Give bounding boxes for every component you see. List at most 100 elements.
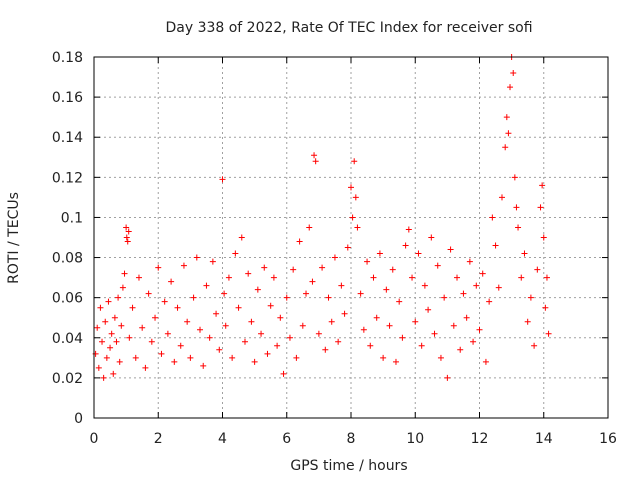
data-point [434,262,441,269]
data-point [539,182,546,189]
x-tick-label: 2 [154,431,163,447]
x-tick-label: 14 [535,431,553,447]
data-point [97,304,104,311]
y-tick-label: 0.04 [52,331,83,347]
data-point [470,338,477,345]
data-point [352,194,359,201]
data-point [216,346,223,353]
data-point [351,158,358,165]
data-point [524,318,531,325]
data-point [409,274,416,281]
data-point [309,278,316,285]
data-point [148,338,155,345]
data-point [396,298,403,305]
data-point [206,334,213,341]
data-point [187,354,194,361]
data-point [306,224,313,231]
data-point [360,326,367,333]
data-point [251,358,258,365]
y-axis-label: ROTI / TECUs [6,192,22,284]
data-point [392,358,399,365]
x-tick-label: 16 [599,431,617,447]
data-point [447,246,454,253]
data-point [495,284,502,291]
data-point [527,294,534,301]
data-point [311,152,318,159]
data-point [95,364,102,371]
data-point [168,278,175,285]
data-point [454,274,461,281]
data-point [290,266,297,273]
data-point [421,282,428,289]
data-point [155,264,162,271]
data-point [457,346,464,353]
y-tick-label: 0.1 [61,210,83,226]
data-point [119,284,126,291]
data-point [299,322,306,329]
data-point [502,144,509,151]
x-tick-label: 12 [471,431,489,447]
data-point [312,158,319,165]
data-point [123,234,130,241]
y-tick-label: 0.14 [52,130,83,146]
data-point [200,362,207,369]
data-point [473,282,480,289]
data-point [100,374,107,381]
data-point [293,354,300,361]
data-point [184,318,191,325]
data-point [534,266,541,273]
x-tick-label: 8 [347,431,356,447]
data-point [177,342,184,349]
data-point [203,282,210,289]
data-point [507,84,514,91]
data-point [513,204,520,211]
data-point [152,314,159,321]
data-point [463,314,470,321]
data-point [354,224,361,231]
data-point [492,242,499,249]
data-point [460,290,467,297]
data-point [405,226,412,233]
data-point [280,370,287,377]
data-point [219,176,226,183]
data-point [505,130,512,137]
data-point [412,318,419,325]
y-tick-label: 0.12 [52,170,83,186]
data-point [164,330,171,337]
x-axis-label: GPS time / hours [290,458,407,474]
data-point [103,354,110,361]
data-point [296,238,303,245]
y-axis-ticks: 0 0.02 0.04 0.06 0.08 0.1 0.12 0.14 0.16 0.18 [52,50,608,427]
data-point [111,314,118,321]
data-point [540,234,547,241]
data-point [399,334,406,341]
data-point [515,224,522,231]
y-tick-label: 0 [74,411,83,427]
data-point [139,324,146,331]
data-point [145,290,152,297]
data-point [331,254,338,261]
data-point [344,244,351,251]
data-point [161,298,168,305]
data-point [482,358,489,365]
data-point [476,326,483,333]
data-point [107,344,114,351]
data-point [135,274,142,281]
data-point [325,294,332,301]
y-tick-label: 0.18 [52,50,83,66]
data-point [335,338,342,345]
data-point [267,302,274,309]
data-point [229,354,236,361]
data-point [545,330,552,337]
data-point [125,228,132,235]
data-point [222,322,229,329]
data-point [190,294,197,301]
data-point [444,374,451,381]
data-point [121,270,128,277]
data-point [110,370,117,377]
data-point [503,114,510,121]
data-point [115,294,122,301]
data-point [126,334,133,341]
y-tick-label: 0.16 [52,90,83,106]
data-point [99,338,106,345]
